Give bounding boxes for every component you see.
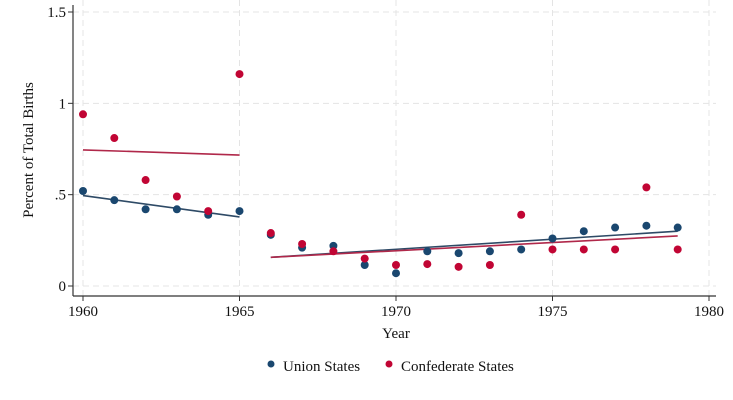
fit-line-confederate [82,149,240,156]
point-union-1970 [392,269,400,278]
point-confederate-1979 [673,245,682,254]
legend-label-union: Union States [283,359,360,375]
point-union-1977 [611,223,620,232]
point-union-1969 [360,260,369,269]
point-confederate-1974 [517,210,526,219]
point-confederate-1963 [172,192,181,201]
y-tick-label: .5 [55,188,66,204]
legend: Union States Confederate States [267,359,514,375]
point-union-1973 [485,247,494,256]
point-confederate-1965 [235,70,244,79]
y-tick-label: 0 [59,279,67,295]
point-confederate-1969 [360,254,369,263]
point-confederate-1964 [204,207,213,216]
point-union-1974 [517,245,526,254]
x-tick-label: 1970 [381,304,411,320]
point-union-1978 [642,221,651,230]
point-union-1962 [141,205,150,214]
point-confederate-1972 [454,262,463,271]
point-confederate-1970 [392,260,400,269]
point-union-1965 [235,207,244,216]
point-confederate-1967 [298,239,307,248]
x-tick-label: 1965 [225,304,255,320]
y-tick-label: 1 [59,96,67,112]
fit-lines [82,149,678,259]
legend-label-confederate: Confederate States [401,359,514,375]
y-axis-label: Percent of Total Births [21,82,37,218]
point-union-1971 [423,247,432,256]
x-tick-label: 1975 [538,304,568,320]
point-confederate-1966 [266,229,275,238]
point-confederate-1973 [485,260,494,269]
point-confederate-1960 [79,110,87,119]
point-union-1975 [548,234,557,243]
legend-marker-union [267,360,275,368]
axes: 0 .5 1 1.5 1960 1965 1970 1975 1980 [47,5,724,320]
point-confederate-1961 [110,134,119,143]
data-points [79,70,682,278]
point-union-1968 [329,241,338,250]
point-union-1960 [79,187,87,196]
point-union-1972 [454,249,463,258]
point-confederate-1977 [611,245,620,254]
x-axis-label: Year [382,326,410,342]
x-tick-label: 1980 [694,304,724,320]
point-confederate-1978 [642,183,651,192]
point-union-1976 [579,227,588,236]
point-union-1961 [110,196,119,205]
x-tick-label: 1960 [68,304,98,320]
point-confederate-1975 [548,245,557,254]
legend-marker-confederate [385,360,393,368]
point-confederate-1968 [329,247,338,256]
point-confederate-1971 [423,260,432,269]
point-union-1963 [172,205,181,214]
y-tick-label: 1.5 [47,5,66,21]
point-confederate-1962 [141,176,150,185]
grid [73,0,716,296]
fit-line-union [82,194,240,218]
fit-line-confederate [270,235,678,259]
point-union-1979 [673,223,682,232]
point-confederate-1976 [579,245,588,254]
